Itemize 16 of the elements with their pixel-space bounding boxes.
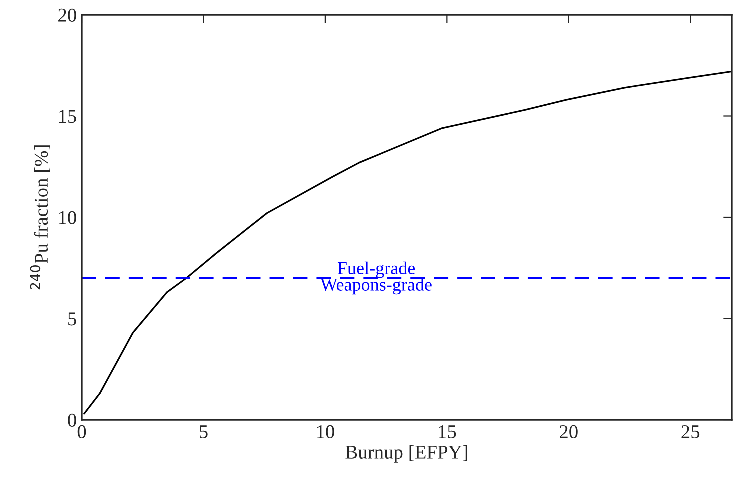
x-axis-title: Burnup [EFPY] [346, 445, 468, 463]
line-series [84, 70, 732, 415]
y-tick-label: 0 [68, 414, 76, 427]
x-tick-label: 20 [560, 425, 578, 439]
y-tick-label: 20 [58, 8, 76, 22]
x-tick-label: 5 [200, 426, 208, 439]
annotation: Weapons-grade [320, 278, 432, 295]
y-axis-title: $^{240}$Pu fraction [%] [30, 146, 50, 290]
annotation: Fuel-grade [338, 262, 416, 278]
y-tick-label: 15 [59, 110, 76, 124]
x-tick-label: 25 [682, 425, 700, 439]
x-tick-label: 15 [439, 426, 456, 439]
y-tick-label: 5 [68, 312, 76, 326]
x-tick-label: 10 [317, 425, 334, 439]
y-tick-label: 10 [59, 211, 76, 224]
x-tick-label: 0 [78, 425, 86, 439]
